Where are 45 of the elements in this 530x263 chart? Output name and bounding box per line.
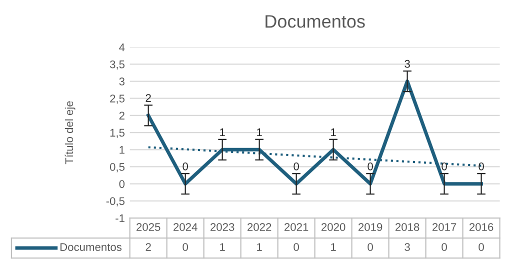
chart-title: Documentos <box>266 15 365 28</box>
y-tick-label: 4 <box>119 43 125 52</box>
x-tick-label: 2016 <box>469 223 494 232</box>
text: 0 <box>442 162 447 170</box>
y-axis-title: Título del eje <box>64 101 76 164</box>
y-tick-label: 1,5 <box>110 128 125 138</box>
data-label: 3 <box>404 243 410 251</box>
text: 0 <box>478 162 484 170</box>
text: 1 <box>331 128 336 136</box>
y-tick-label: 3 <box>119 78 124 86</box>
x-tick-label: 2021 <box>284 223 308 232</box>
text: 1 <box>220 128 225 136</box>
x-tick-label: 2019 <box>358 223 382 232</box>
y-tick-label: 1 <box>120 146 124 154</box>
x-tick-label: 2023 <box>210 223 234 232</box>
data-label: 0 <box>478 243 484 251</box>
y-tick-label: -0,5 <box>106 197 125 206</box>
data-label: 2 <box>146 243 151 251</box>
y-tick-label: 3,5 <box>110 60 125 70</box>
legend-label: Documentos <box>60 243 122 251</box>
data-label: 0 <box>442 243 447 251</box>
y-tick-label: -1 <box>116 214 124 222</box>
text: 1 <box>257 128 262 136</box>
line-series <box>146 80 484 186</box>
x-tick-label: 2018 <box>396 223 420 232</box>
y-tick-label: 0 <box>119 180 125 188</box>
data-label: 1 <box>331 243 336 251</box>
text: 3 <box>404 60 410 68</box>
text: 0 <box>182 162 188 170</box>
x-tick-label: 2025 <box>136 223 160 232</box>
text: 0 <box>294 162 299 170</box>
y-tick-label: 2 <box>119 112 124 120</box>
data-label: 0 <box>368 243 373 251</box>
data-label: 0 <box>182 243 188 251</box>
data-label: 1 <box>257 243 262 251</box>
y-tick-label: 0,5 <box>110 163 125 172</box>
x-tick-label: 2020 <box>322 223 346 232</box>
x-tick-label: 2024 <box>174 223 198 232</box>
x-tick-label: 2017 <box>432 223 456 232</box>
y-tick-label: 2,5 <box>110 94 125 104</box>
text: 2 <box>146 94 151 102</box>
data-label: 1 <box>220 243 225 251</box>
text: 0 <box>368 162 373 170</box>
x-tick-label: 2022 <box>248 223 272 232</box>
data-label: 0 <box>294 243 299 251</box>
